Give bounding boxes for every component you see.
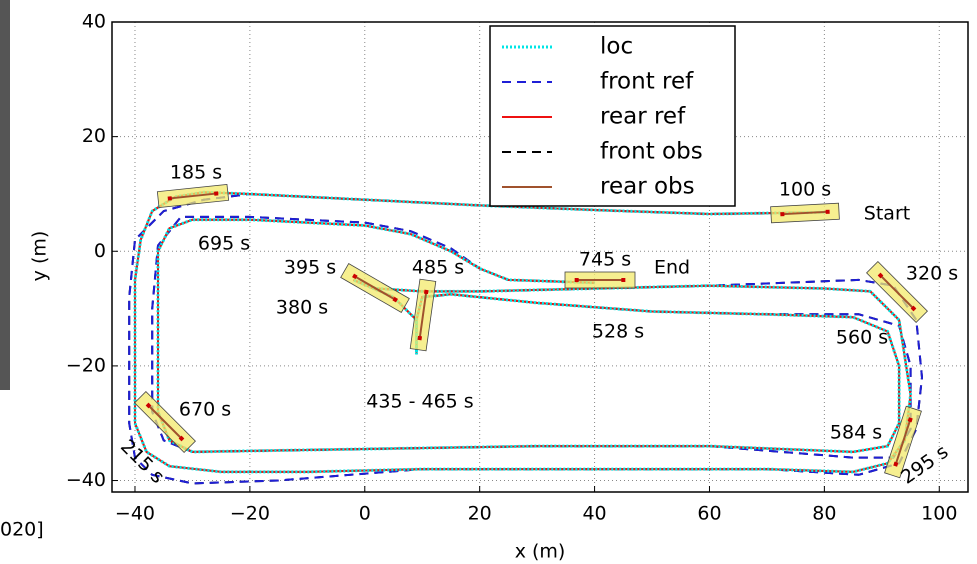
vehicle-box [770, 202, 840, 224]
background-image-edge [0, 0, 10, 390]
vehicle-box [156, 183, 230, 209]
annotation: 670 s [179, 399, 231, 421]
legend-label: loc [600, 34, 633, 60]
vehicle-wheel [392, 296, 398, 303]
x-axis-label: x (m) [515, 541, 566, 563]
x-tick-label: 0 [359, 503, 371, 525]
y-tick-label: −40 [66, 469, 106, 491]
annotation: 695 s [198, 233, 250, 255]
axes-frame [111, 21, 969, 493]
vehicle-axle [418, 291, 428, 339]
y-tick-label: 40 [82, 11, 106, 33]
vehicle-wheel [574, 278, 579, 282]
annotation: 485 s [412, 257, 464, 279]
annotation: 584 s [830, 422, 882, 444]
x-tick-label: −20 [230, 503, 270, 525]
vehicle-wheel [825, 209, 830, 214]
vehicle-wheel [893, 461, 899, 467]
x-tick-label: 100 [921, 503, 957, 525]
annotation: 380 s [276, 297, 328, 319]
vehicle-box [866, 261, 928, 323]
vehicle-axle [782, 210, 828, 216]
vehicle-axle [169, 192, 217, 200]
y-tick-label: 0 [94, 240, 106, 262]
annotation: 185 s [170, 162, 222, 184]
vehicle-box [564, 271, 636, 289]
x-tick-label: 20 [468, 503, 492, 525]
vehicle-wheel [423, 289, 429, 295]
annotation: 560 s [836, 327, 888, 349]
vehicle-wheel [621, 278, 626, 282]
vehicle-box [884, 405, 922, 479]
y-tick-label: 20 [82, 125, 106, 147]
x-tick-label: 80 [812, 503, 836, 525]
annotation: 320 s [906, 263, 958, 285]
vehicle-axle [879, 274, 915, 310]
vehicle-wheel [780, 212, 785, 217]
annotation: 100 s [779, 179, 831, 201]
vehicle-wheel [214, 191, 219, 196]
annotation: 745 s [579, 249, 631, 271]
vehicle-wheel [352, 273, 358, 280]
x-tick-label: −40 [115, 503, 155, 525]
vehicle-box [409, 278, 437, 352]
y-tick-label: −20 [66, 354, 106, 376]
vehicle-box [134, 391, 196, 453]
fragment-text: 020] [0, 519, 44, 541]
x-tick-label: 40 [582, 503, 606, 525]
legend-label: front obs [600, 139, 703, 165]
legend-label: rear obs [600, 174, 695, 200]
annotation: 435 - 465 s [366, 391, 473, 413]
annotation: End [654, 257, 690, 279]
annotation: 395 s [284, 257, 336, 279]
y-axis-label: y (m) [29, 231, 51, 282]
vehicle-axle [147, 404, 183, 440]
vehicle-wheel [167, 196, 172, 201]
legend-label: rear ref [600, 104, 686, 130]
annotation: 528 s [592, 321, 644, 343]
vehicle-axle [894, 419, 912, 465]
vehicle-box [340, 263, 410, 313]
x-tick-label: 60 [697, 503, 721, 525]
annotation: Start [864, 203, 910, 225]
vehicle-axle [354, 275, 396, 301]
vehicle-wheel [907, 417, 913, 423]
legend-label: front ref [600, 69, 694, 95]
vehicle-wheel [417, 335, 423, 341]
